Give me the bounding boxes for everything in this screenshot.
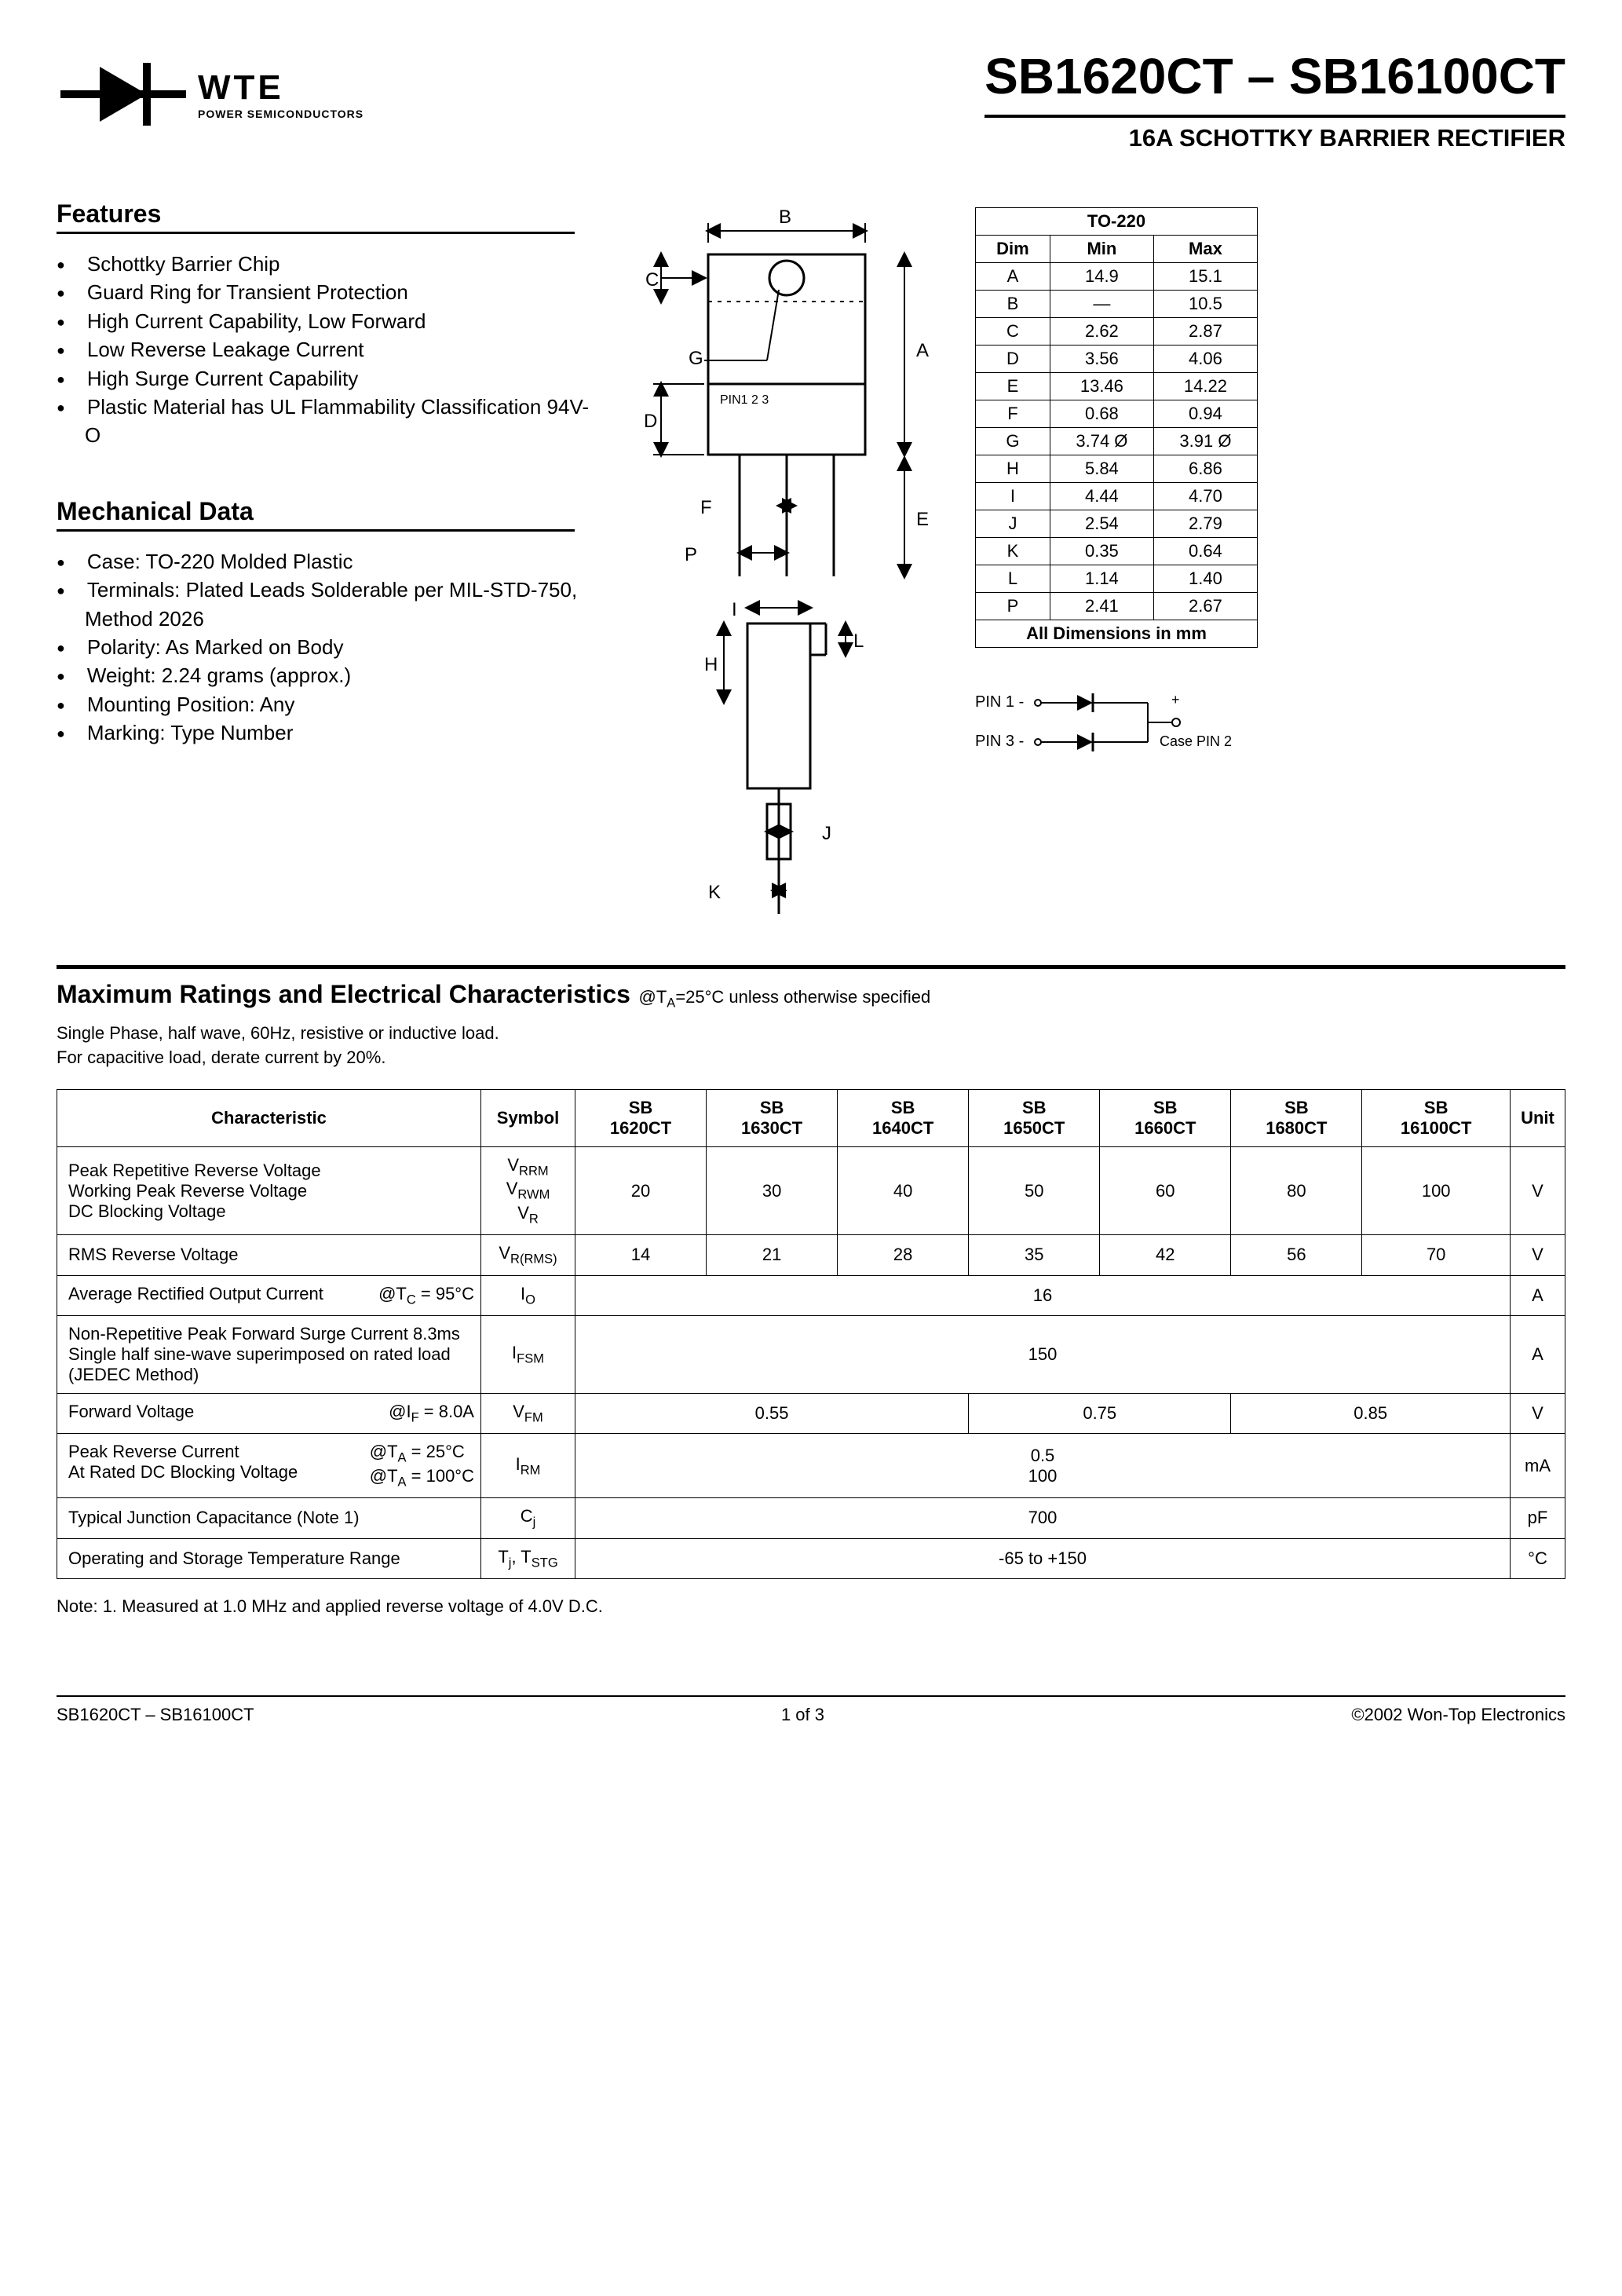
brand-tagline: POWER SEMICONDUCTORS (198, 108, 363, 120)
package-drawing: PIN1 2 3 A B C G D (614, 160, 952, 926)
svg-text:D: D (644, 411, 657, 432)
list-item: Plastic Material has UL Flammability Cla… (85, 393, 590, 450)
part-title: SB1620CT – SB16100CT (985, 47, 1565, 105)
svg-text:J: J (822, 823, 831, 844)
list-item: Polarity: As Marked on Body (85, 633, 590, 661)
svg-text:K: K (708, 882, 721, 903)
list-item: High Surge Current Capability (85, 364, 590, 393)
svg-text:H: H (704, 654, 718, 675)
svg-text:I: I (732, 599, 737, 620)
page-footer: SB1620CT – SB16100CT 1 of 3 ©2002 Won-To… (57, 1705, 1565, 1725)
pkg-title: TO-220 (976, 208, 1258, 236)
mech-list: Case: TO-220 Molded Plastic Terminals: P… (57, 547, 590, 748)
svg-text:L: L (853, 631, 864, 652)
ratings-heading-row: Maximum Ratings and Electrical Character… (57, 980, 1565, 1011)
svg-text:Case PIN 2: Case PIN 2 (1160, 733, 1232, 749)
list-item: Mounting Position: Any (85, 690, 590, 718)
footnote: Note: 1. Measured at 1.0 MHz and applied… (57, 1596, 1565, 1617)
diode-icon (57, 47, 190, 141)
dimension-table: TO-220 Dim Min Max A14.915.1 B—10.5 C2.6… (975, 207, 1258, 648)
features-list: Schottky Barrier Chip Guard Ring for Tra… (57, 250, 590, 450)
list-item: Case: TO-220 Molded Plastic (85, 547, 590, 576)
brand-name: WTE (198, 68, 363, 108)
left-column: Features Schottky Barrier Chip Guard Rin… (57, 160, 590, 747)
svg-text:PIN 3 -: PIN 3 - (975, 733, 1024, 750)
svg-text:C: C (645, 269, 659, 291)
list-item: Guard Ring for Transient Protection (85, 278, 590, 306)
svg-text:PIN 1 -: PIN 1 - (975, 693, 1024, 711)
footer-left: SB1620CT – SB16100CT (57, 1705, 254, 1725)
svg-text:F: F (700, 497, 712, 518)
page-header: WTE POWER SEMICONDUCTORS SB1620CT – SB16… (57, 47, 1565, 152)
logo: WTE POWER SEMICONDUCTORS (57, 47, 363, 141)
list-item: Schottky Barrier Chip (85, 250, 590, 278)
features-heading: Features (57, 199, 590, 229)
mech-heading: Mechanical Data (57, 497, 590, 526)
part-subtitle: 16A SCHOTTKY BARRIER RECTIFIER (985, 124, 1565, 152)
ratings-heading: Maximum Ratings and Electrical Character… (57, 980, 630, 1008)
svg-text:B: B (779, 207, 791, 228)
list-item: Marking: Type Number (85, 718, 590, 747)
list-item: Low Reverse Leakage Current (85, 335, 590, 364)
svg-text:A: A (916, 340, 929, 361)
pinout-schematic: PIN 1 - PIN 3 - + Case PIN 2 (975, 679, 1258, 778)
list-item: Terminals: Plated Leads Solderable per M… (85, 576, 590, 633)
svg-text:G: G (689, 348, 703, 369)
dimension-block: TO-220 Dim Min Max A14.915.1 B—10.5 C2.6… (975, 160, 1258, 778)
list-item: High Current Capability, Low Forward (85, 307, 590, 335)
pin-labels: PIN1 2 3 (720, 393, 769, 407)
svg-text:+: + (1171, 692, 1180, 707)
spec-table: Characteristic Symbol SB1620CT SB1630CT … (57, 1089, 1565, 1579)
footer-right: ©2002 Won-Top Electronics (1351, 1705, 1565, 1725)
ratings-note: Single Phase, half wave, 60Hz, resistive… (57, 1022, 1565, 1070)
svg-text:P: P (685, 544, 697, 565)
svg-text:E: E (916, 509, 929, 530)
footer-center: 1 of 3 (781, 1705, 824, 1725)
list-item: Weight: 2.24 grams (approx.) (85, 661, 590, 689)
title-block: SB1620CT – SB16100CT 16A SCHOTTKY BARRIE… (985, 47, 1565, 152)
